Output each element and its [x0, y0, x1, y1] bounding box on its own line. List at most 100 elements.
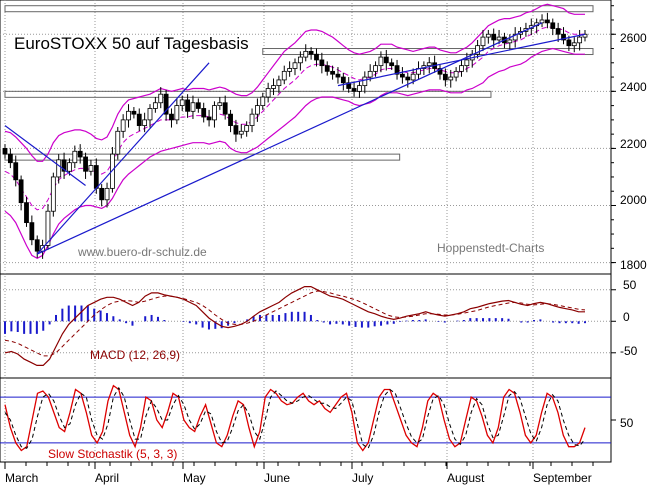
candle-body: [367, 70, 373, 78]
candle-body: [571, 42, 577, 47]
candle-body: [378, 56, 384, 67]
candle-body: [18, 179, 24, 204]
stoch-tick-50: 50: [620, 416, 634, 430]
candle-body: [131, 110, 137, 115]
candle-body: [99, 187, 105, 201]
candle-body: [340, 76, 346, 84]
candle-body: [222, 102, 228, 115]
candle-body: [67, 162, 72, 172]
candle-body: [281, 70, 287, 81]
trendline: [337, 33, 586, 87]
candle-body: [308, 50, 314, 55]
chart-title: EuroSTOXX 50 auf Tagesbasis: [14, 34, 249, 53]
candle-body: [206, 116, 212, 121]
candle-body: [485, 33, 491, 38]
candle-body: [496, 36, 502, 41]
candle-body: [480, 36, 486, 47]
candle-body: [314, 53, 319, 61]
candle-body: [88, 165, 94, 172]
stochastic-panel-frame: [0, 377, 612, 463]
candle-body: [34, 239, 40, 252]
month-label-september: September: [533, 471, 592, 485]
candle-body: [566, 39, 572, 47]
candle-body: [56, 159, 62, 178]
macd-panel-frame: [0, 273, 612, 379]
candle-body: [126, 110, 131, 121]
stochastic-d-line: [4, 386, 586, 450]
candle-body: [2, 148, 8, 155]
candle-body: [405, 76, 411, 81]
candle-body: [249, 113, 255, 126]
candle-body: [158, 93, 164, 104]
candle-body: [24, 202, 29, 224]
price-tick-2000: 2000: [620, 193, 647, 207]
candle-body: [13, 162, 19, 181]
macd-series: [4, 286, 586, 366]
candle-body: [244, 125, 250, 132]
macd-label: MACD (12, 26,9): [90, 348, 180, 362]
candle-body: [83, 156, 88, 172]
candle-body: [453, 70, 459, 78]
candle-body: [120, 119, 126, 132]
candle-body: [491, 33, 497, 41]
upper-band-line: [4, 3, 585, 162]
month-label-may: May: [183, 471, 206, 485]
macd-tick-0: 0: [623, 310, 630, 324]
candlesticks: [2, 12, 588, 259]
resistance-zone: [4, 5, 594, 13]
candle-body: [330, 70, 335, 75]
watermark-website: www.buero-dr-schulz.de: [77, 245, 207, 259]
watermark-source: Hoppenstedt-Charts: [437, 241, 544, 255]
lower-band-line: [4, 47, 585, 259]
candle-body: [459, 65, 464, 72]
candle-body: [7, 153, 13, 164]
month-label-june: June: [264, 471, 290, 485]
candle-body: [29, 222, 35, 241]
candle-body: [287, 68, 293, 72]
stochastic-series: [0, 384, 611, 452]
candle-body: [512, 33, 518, 41]
grid-lines: [0, 0, 611, 462]
candle-body: [142, 119, 148, 126]
macd-tick-minus50: -50: [620, 344, 638, 358]
candle-body: [303, 50, 309, 58]
candle-body: [383, 56, 389, 64]
candle-body: [136, 113, 142, 126]
candle-body: [464, 59, 470, 67]
candle-body: [260, 96, 266, 107]
candle-body: [72, 150, 78, 164]
candle-body: [539, 19, 545, 24]
candle-body: [233, 125, 239, 135]
candle-body: [217, 102, 223, 107]
month-label-april: April: [95, 471, 119, 485]
price-tick-2400: 2400: [620, 80, 647, 94]
candle-body: [238, 130, 244, 135]
candle-body: [147, 108, 153, 121]
candle-body: [93, 165, 99, 189]
candle-body: [319, 59, 325, 67]
candle-body: [555, 28, 561, 35]
trendline: [4, 125, 86, 187]
candle-body: [335, 73, 341, 78]
candle-body: [265, 88, 271, 98]
candle-body: [185, 99, 190, 112]
candle-body: [475, 45, 480, 55]
candle-body: [292, 62, 298, 69]
candle-body: [437, 68, 443, 75]
candle-body: [448, 76, 454, 81]
candle-body: [115, 130, 121, 155]
month-label-july: July: [352, 471, 373, 485]
candle-body: [169, 113, 174, 121]
stochastic-k-line: [4, 384, 586, 452]
candle-body: [577, 36, 583, 44]
candle-body: [545, 19, 550, 24]
moving-average-line: [4, 26, 585, 211]
candle-body: [77, 150, 83, 158]
candle-body: [152, 102, 158, 109]
candle-body: [351, 88, 357, 92]
candle-body: [201, 108, 207, 118]
candle-body: [195, 102, 201, 109]
candle-body: [163, 93, 169, 115]
candle-body: [271, 85, 276, 89]
